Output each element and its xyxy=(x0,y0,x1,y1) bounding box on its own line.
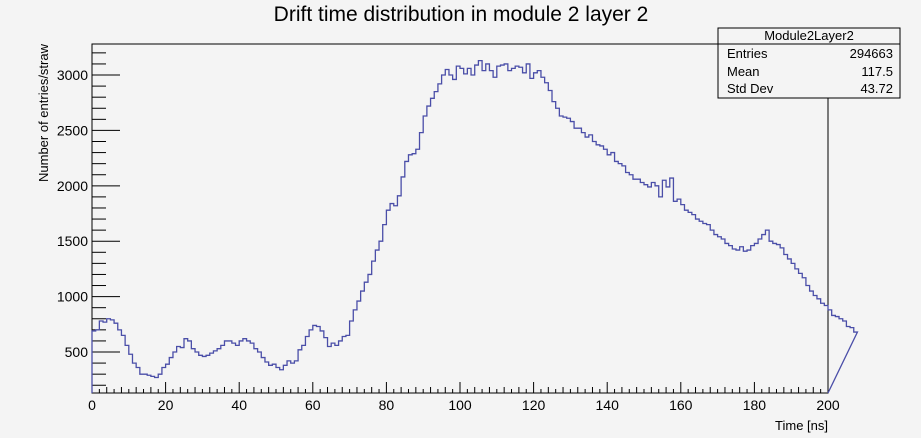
y-tick-label: 2500 xyxy=(57,122,88,138)
y-tick-label: 1500 xyxy=(57,233,88,249)
x-tick-label: 160 xyxy=(669,397,693,413)
stats-box: Module2Layer2 Entries 294663 Mean 117.5 … xyxy=(717,27,901,99)
x-tick-label: 40 xyxy=(231,397,247,413)
y-tick-label: 500 xyxy=(65,344,89,360)
x-tick-label: 140 xyxy=(596,397,620,413)
y-tick-label: 3000 xyxy=(57,67,88,83)
y-tick-label: 2000 xyxy=(57,178,88,194)
x-tick-label: 100 xyxy=(448,397,472,413)
axis-ticks xyxy=(91,52,829,393)
x-tick-label: 20 xyxy=(158,397,174,413)
x-tick-label: 200 xyxy=(816,397,840,413)
stats-mean-value: 117.5 xyxy=(861,64,893,79)
stats-entries-label: Entries xyxy=(727,46,768,61)
stats-mean-label: Mean xyxy=(727,64,760,79)
stats-box-frame xyxy=(717,27,901,99)
x-tick-label: 180 xyxy=(743,397,767,413)
y-tick-label: 1000 xyxy=(57,289,88,305)
stats-box-title: Module2Layer2 xyxy=(764,28,854,43)
x-tick-label: 80 xyxy=(379,397,395,413)
stats-stddev-label: Std Dev xyxy=(727,81,774,96)
tick-labels: 0 20 40 60 80 100 120 140 160 180 200 500 1000 1500 20… xyxy=(57,67,840,413)
x-tick-label: 60 xyxy=(305,397,321,413)
x-tick-label: 0 xyxy=(88,397,96,413)
x-tick-label: 120 xyxy=(522,397,546,413)
y-axis-title: Number of entries/straw xyxy=(36,43,51,182)
histogram-line xyxy=(91,59,859,394)
stats-stddev-value: 43.72 xyxy=(860,81,893,96)
chart-title: Drift time distribution in module 2 laye… xyxy=(274,3,649,26)
x-axis-title: Time [ns] xyxy=(775,418,828,433)
stats-entries-value: 294663 xyxy=(850,46,893,61)
